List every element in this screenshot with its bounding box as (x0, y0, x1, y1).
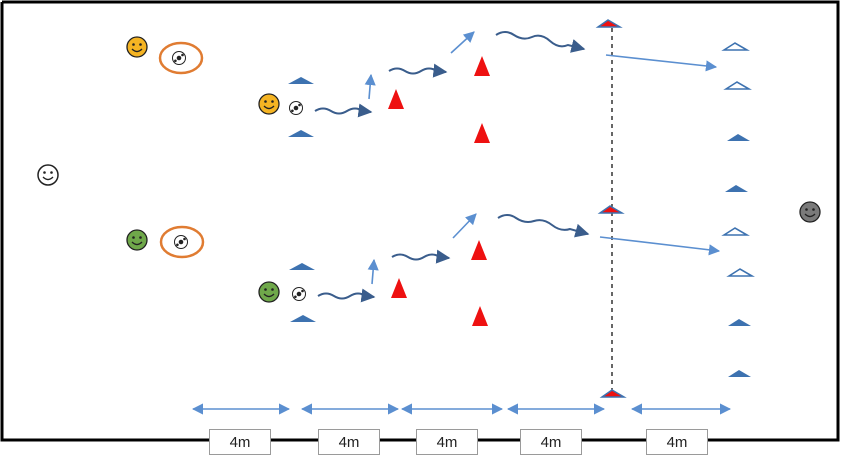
red-cone-6-icon (472, 306, 488, 326)
distance-label-2: 4m (318, 429, 380, 455)
dribble-arrow-2-icon (388, 63, 448, 78)
red-cone-2-icon (474, 56, 490, 76)
goal-cone-4-icon (725, 185, 748, 192)
goal-cone-1-icon (721, 42, 750, 51)
run-arrow-1-icon (364, 73, 376, 100)
ball-ring-1 (158, 41, 204, 75)
dribble-arrow-5-icon (391, 249, 451, 264)
blue-cone-1-icon (288, 77, 314, 84)
goalkeeper-grey-icon (799, 201, 821, 223)
distance-label-3: 4m (416, 429, 478, 455)
run-arrow-3-icon (367, 258, 379, 285)
field-border (0, 0, 840, 442)
red-cone-1-icon (388, 89, 404, 109)
dribble-arrow-4-icon (317, 288, 376, 303)
pass-arrow-2-icon (599, 236, 721, 256)
goal-cone-2-icon (723, 81, 752, 90)
soccer-ball-4-icon (292, 287, 306, 301)
center-marker-3-icon (599, 389, 627, 398)
red-cone-5-icon (471, 240, 487, 260)
pass-arrow-1-icon (605, 54, 718, 72)
goal-cone-3-icon (727, 134, 750, 141)
distance-label-4: 4m (520, 429, 582, 455)
soccer-ball-3-icon (174, 235, 188, 249)
soccer-ball-2-icon (289, 101, 303, 115)
red-cone-3-icon (474, 123, 490, 143)
center-marker-1-icon (595, 19, 623, 28)
center-marker-2-icon (597, 205, 625, 214)
dribble-arrow-3-icon (495, 31, 586, 53)
player-orange-2-icon (258, 93, 280, 115)
goal-cone-5-icon (721, 227, 750, 236)
goal-cone-7-icon (728, 319, 751, 326)
ball-ring-2 (159, 225, 205, 259)
player-orange-1-icon (126, 36, 148, 58)
blue-cone-2-icon (288, 130, 314, 137)
soccer-ball-1-icon (172, 51, 186, 65)
distance-label-5: 4m (646, 429, 708, 455)
dribble-arrow-6-icon (497, 214, 590, 238)
run-arrow-4-icon (452, 213, 477, 239)
player-green-2-icon (258, 281, 280, 303)
run-arrow-2-icon (450, 31, 475, 54)
player-green-1-icon (126, 229, 148, 251)
distance-label-1: 4m (209, 429, 271, 455)
coach-white-icon (37, 164, 59, 186)
red-cone-4-icon (391, 278, 407, 298)
blue-cone-4-icon (290, 315, 316, 322)
blue-cone-3-icon (289, 263, 315, 270)
goal-cone-6-icon (726, 268, 755, 277)
goal-cone-8-icon (728, 370, 751, 377)
dribble-arrow-1-icon (314, 103, 373, 118)
